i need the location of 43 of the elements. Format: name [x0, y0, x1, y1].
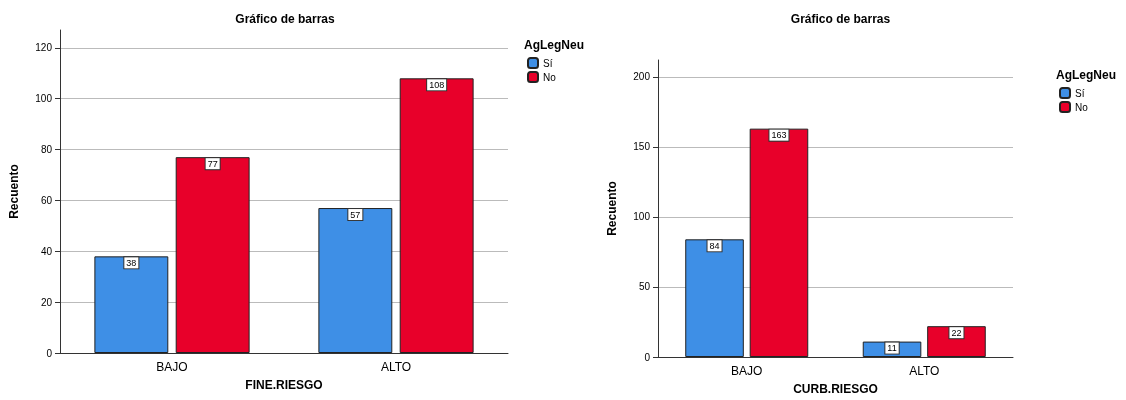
bar [749, 128, 809, 357]
legend-label: No [543, 71, 557, 83]
y-tick-label: 40 [40, 245, 53, 257]
data-label: 57 [350, 209, 361, 220]
bar [318, 208, 393, 353]
y-tick-label: 100 [633, 211, 651, 223]
y-axis-title: Recuento [7, 164, 21, 219]
bar [685, 239, 744, 357]
y-tick-label: 0 [46, 347, 53, 359]
legend-label: Sí [1075, 87, 1085, 99]
y-tick-label: 200 [633, 71, 651, 83]
y-tick-label: 50 [638, 281, 651, 293]
legend-title: AgLegNeu [1056, 68, 1116, 82]
y-tick-label: 100 [35, 93, 53, 105]
bar [175, 157, 250, 353]
chart-title: Gráfico de barras [790, 12, 891, 26]
y-tick-label: 150 [633, 141, 651, 153]
y-tick-label: 80 [40, 144, 53, 156]
legend-title: AgLegNeu [524, 38, 584, 52]
bar [399, 78, 474, 353]
x-tick-label: ALTO [380, 360, 412, 374]
x-tick-label: BAJO [156, 360, 188, 374]
data-label: 38 [126, 257, 137, 268]
x-tick-label: BAJO [731, 364, 763, 378]
bar [927, 326, 986, 357]
data-label: 77 [207, 158, 218, 169]
legend-label: Sí [543, 57, 553, 69]
y-tick-label: 60 [40, 194, 53, 206]
bar [94, 256, 169, 353]
y-tick-label: 20 [40, 296, 53, 308]
legend-label: No [1075, 101, 1089, 113]
data-label: 84 [709, 240, 720, 251]
x-axis-title: FINE.RIESGO [245, 378, 323, 392]
data-label: 108 [429, 79, 445, 90]
y-axis-title: Recuento [605, 181, 619, 236]
x-axis-title: CURB.RIESGO [793, 382, 878, 396]
y-tick-label: 120 [35, 42, 53, 54]
data-label: 163 [771, 130, 787, 141]
x-tick-label: ALTO [909, 364, 940, 378]
y-tick-label: 0 [644, 351, 651, 363]
data-label: 22 [951, 327, 962, 338]
data-label: 11 [887, 343, 897, 354]
chart-title: Gráfico de barras [235, 12, 336, 26]
